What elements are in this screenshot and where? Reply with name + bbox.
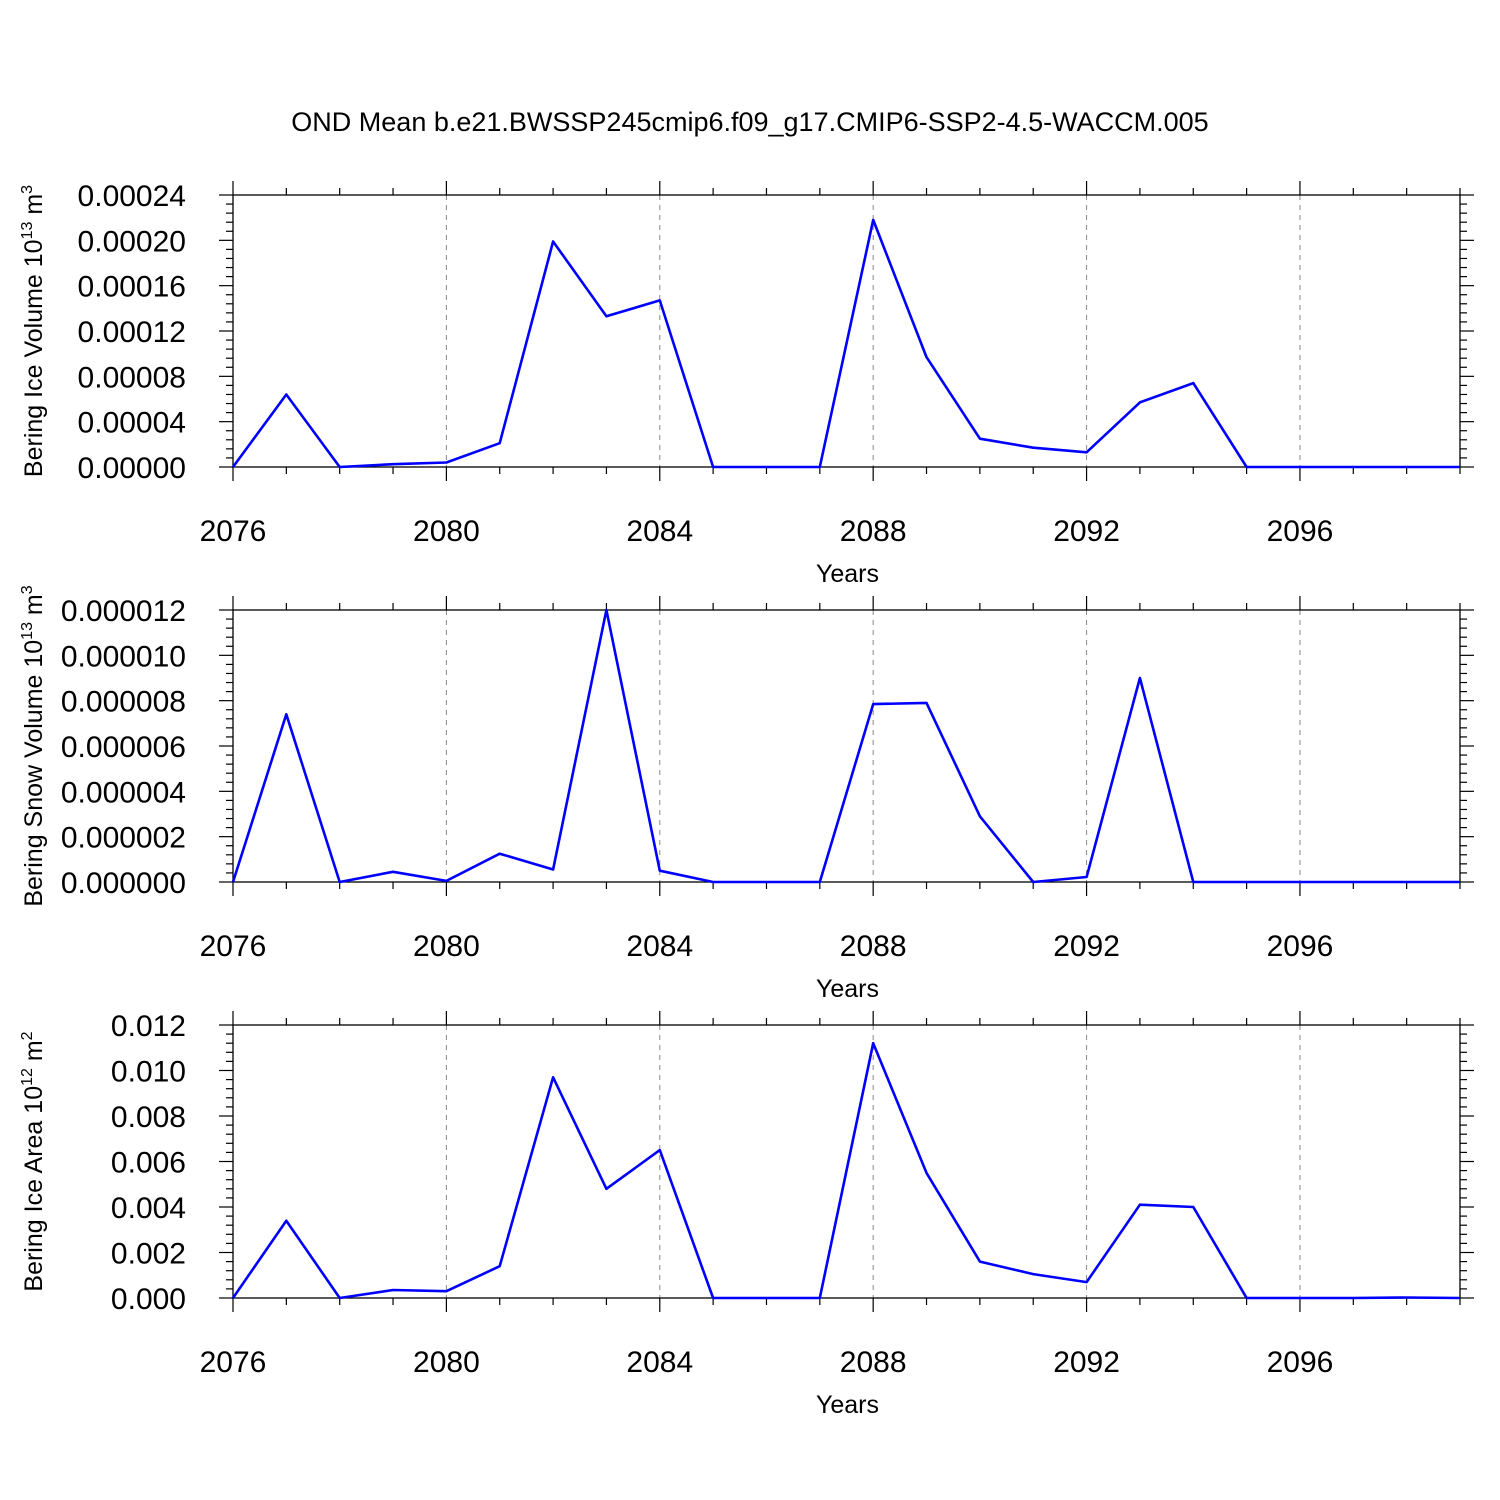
y-tick-label: 0.000002 bbox=[61, 822, 186, 855]
y-axis-label: Bering Ice Volume 1013 m3 bbox=[19, 185, 48, 477]
x-tick-label: 2076 bbox=[200, 515, 267, 548]
y-tick-label: 0.000008 bbox=[61, 686, 186, 719]
x-tick-label: 2092 bbox=[1053, 1346, 1120, 1379]
y-axis-label-text: m bbox=[20, 594, 48, 622]
y-tick-label: 0.00020 bbox=[78, 225, 186, 258]
y-axis-label-superscript: 12 bbox=[19, 1068, 36, 1086]
plot-frame bbox=[232, 609, 1461, 883]
x-tick-label: 2076 bbox=[200, 930, 267, 963]
y-axis-label-text: m bbox=[20, 1040, 48, 1068]
x-tick-label: 2080 bbox=[413, 1346, 480, 1379]
x-tick-label: 2076 bbox=[200, 1346, 267, 1379]
data-series-line bbox=[231, 1041, 1461, 1300]
x-tick-label: 2088 bbox=[840, 1346, 907, 1379]
panel-3: 2076 2080 2084 2088 2092 2096 0.000 0.002 0.004 0… bbox=[19, 1010, 1474, 1419]
y-tick-label: 0.006 bbox=[111, 1147, 186, 1180]
y-axis-label-text: Bering Ice Volume 10 bbox=[20, 239, 48, 477]
y-tick-label: 0.00004 bbox=[78, 407, 186, 440]
y-tick-label: 0.000012 bbox=[61, 595, 186, 628]
y-tick-label: 0.00024 bbox=[78, 180, 186, 213]
y-tick-label: 0.000006 bbox=[61, 731, 186, 764]
x-tick-label: 2084 bbox=[626, 930, 693, 963]
y-tick-label: 0.000010 bbox=[61, 640, 186, 673]
y-tick-label: 0.002 bbox=[111, 1238, 186, 1271]
chart-title: OND Mean b.e21.BWSSP245cmip6.f09_g17.CMI… bbox=[291, 107, 1208, 137]
x-axis-label: Years bbox=[816, 1391, 879, 1419]
panel-2: 2076 2080 2084 2088 2092 2096 0.000000 0.000002… bbox=[19, 585, 1474, 1003]
x-tick-label: 2092 bbox=[1053, 930, 1120, 963]
y-tick-label: 0.00012 bbox=[78, 316, 186, 349]
y-tick-label: 0.012 bbox=[111, 1010, 186, 1043]
panel-1: 2076 2080 2084 2088 2092 2096 0.00000 0.00004 0.… bbox=[19, 180, 1474, 588]
x-tick-label: 2088 bbox=[840, 515, 907, 548]
plot-frame bbox=[232, 1024, 1461, 1299]
x-axis-label: Years bbox=[816, 975, 879, 1003]
x-tick-label: 2096 bbox=[1267, 1346, 1334, 1379]
y-tick-label: 0.000004 bbox=[61, 776, 186, 809]
y-tick-label: 0.008 bbox=[111, 1101, 186, 1134]
y-tick-label: 0.00008 bbox=[78, 361, 186, 394]
x-tick-label: 2084 bbox=[626, 1346, 693, 1379]
y-axis-label-superscript: 2 bbox=[19, 1031, 36, 1040]
y-axis-label-text: Bering Ice Area 10 bbox=[20, 1086, 48, 1292]
y-tick-label: 0.00016 bbox=[78, 271, 186, 304]
y-tick-label: 0.000000 bbox=[61, 867, 186, 900]
x-tick-label: 2096 bbox=[1267, 515, 1334, 548]
y-axis-label: Bering Snow Volume 1013 m3 bbox=[19, 585, 48, 906]
y-tick-label: 0.000 bbox=[111, 1283, 186, 1316]
y-axis-label-superscript: 13 bbox=[19, 222, 36, 240]
y-axis-label-superscript: 3 bbox=[19, 585, 36, 594]
x-tick-label: 2092 bbox=[1053, 515, 1120, 548]
data-series-line bbox=[231, 218, 1460, 469]
data-series-line bbox=[231, 608, 1460, 884]
y-tick-label: 0.004 bbox=[111, 1192, 186, 1225]
x-tick-label: 2080 bbox=[413, 515, 480, 548]
x-axis-label: Years bbox=[816, 560, 879, 588]
y-tick-label: 0.010 bbox=[111, 1056, 186, 1089]
plot-frame bbox=[232, 194, 1461, 468]
x-tick-label: 2096 bbox=[1267, 930, 1334, 963]
y-axis-label-text: m bbox=[20, 194, 48, 222]
y-axis-label-superscript: 3 bbox=[19, 185, 36, 194]
x-tick-label: 2080 bbox=[413, 930, 480, 963]
x-tick-label: 2084 bbox=[626, 515, 693, 548]
y-axis-label: Bering Ice Area 1012 m2 bbox=[19, 1031, 48, 1291]
x-tick-label: 2088 bbox=[840, 930, 907, 963]
y-axis-label-text: Bering Snow Volume 10 bbox=[20, 640, 48, 907]
y-axis-label-superscript: 13 bbox=[19, 622, 36, 640]
y-tick-label: 0.00000 bbox=[78, 452, 186, 485]
